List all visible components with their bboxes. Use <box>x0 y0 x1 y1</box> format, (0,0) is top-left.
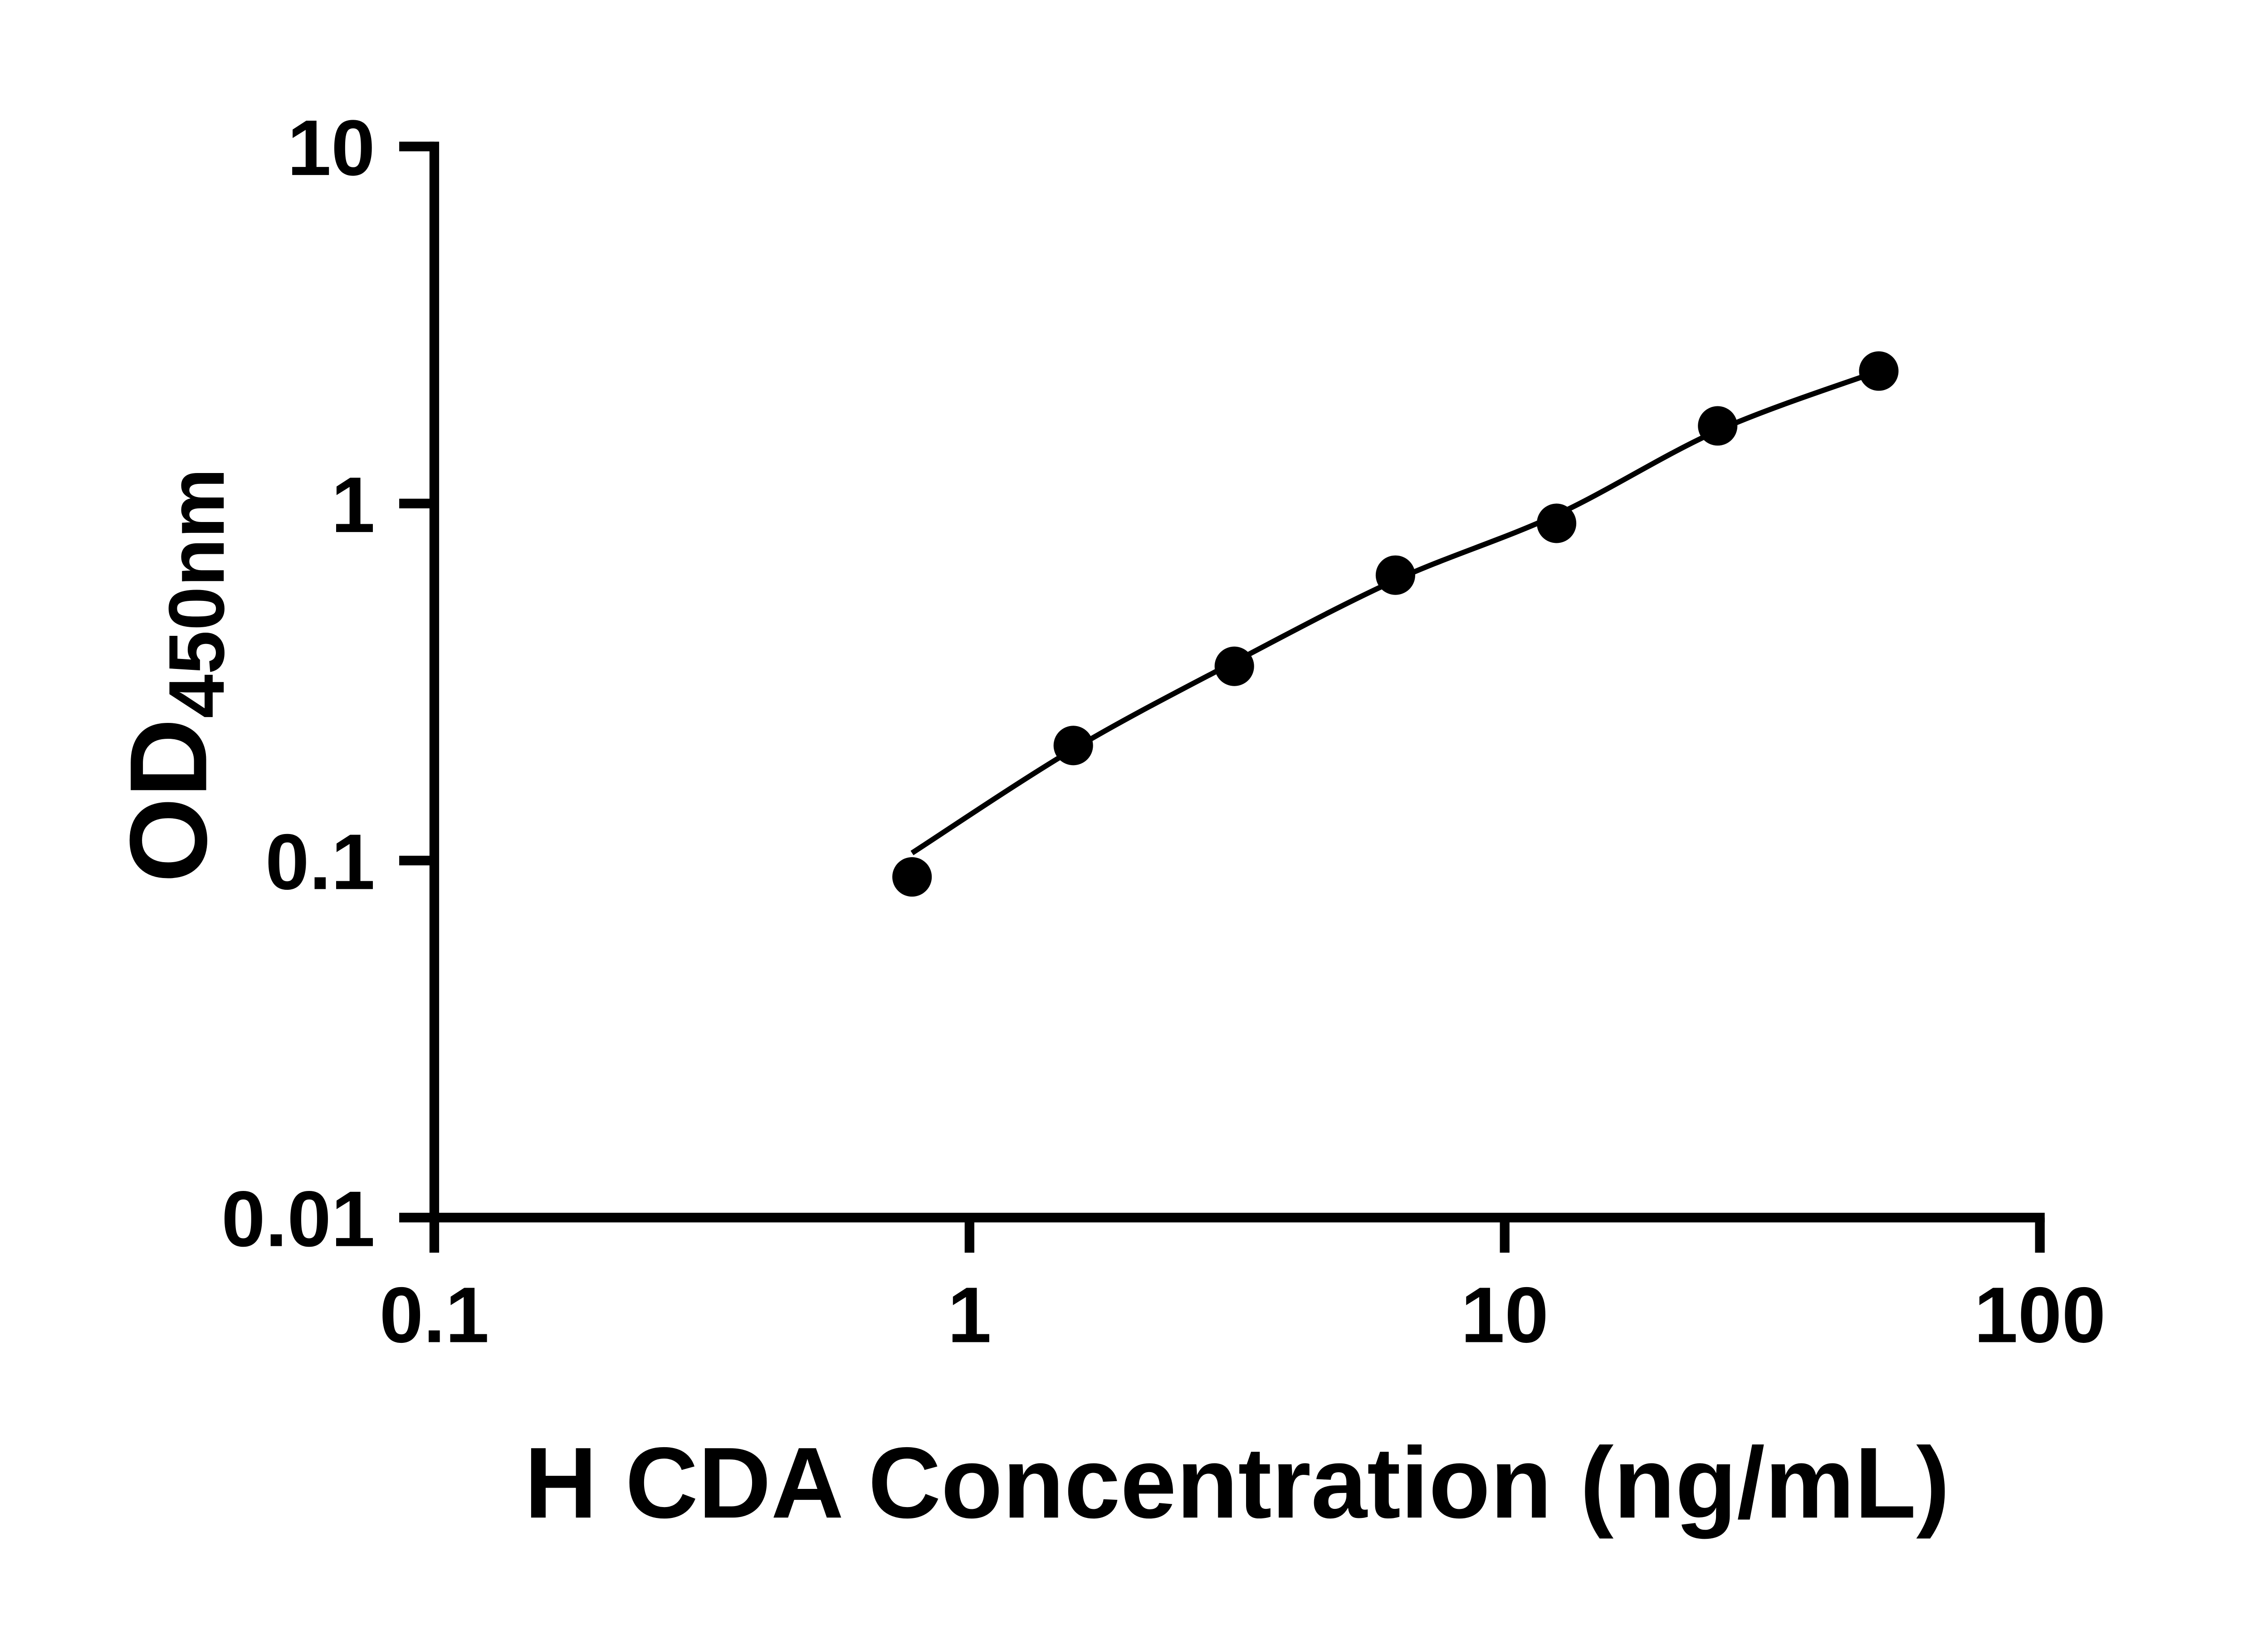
data-point <box>1053 726 1093 766</box>
x-axis-title: H CDA Concentration (ng/mL) <box>524 1427 1950 1539</box>
data-point <box>1537 503 1577 543</box>
x-tick-label: 100 <box>1974 1270 2106 1359</box>
y-axis-title-main: OD <box>108 718 230 883</box>
y-tick-label: 1 <box>331 460 375 549</box>
data-point <box>1698 406 1738 446</box>
y-tick-label: 0.1 <box>265 817 375 906</box>
y-tick-label: 0.01 <box>221 1175 375 1263</box>
data-point <box>1375 555 1415 595</box>
y-axis-title-subscript: 450nm <box>152 468 240 718</box>
y-tick-label: 10 <box>287 103 375 192</box>
elisa-standard-curve-figure: 0.1 1 10 100 0.01 0.1 1 10 H CDA Concentration … <box>107 103 2106 1540</box>
x-tick-label: 0.1 <box>379 1270 489 1359</box>
data-point <box>1214 646 1254 686</box>
x-tick-label: 1 <box>948 1270 992 1359</box>
data-point <box>1859 351 1899 391</box>
y-axis-title: OD450nm <box>108 468 241 883</box>
data-point <box>892 857 932 897</box>
fit-line <box>910 368 1880 855</box>
x-tick-label: 10 <box>1461 1270 1549 1359</box>
